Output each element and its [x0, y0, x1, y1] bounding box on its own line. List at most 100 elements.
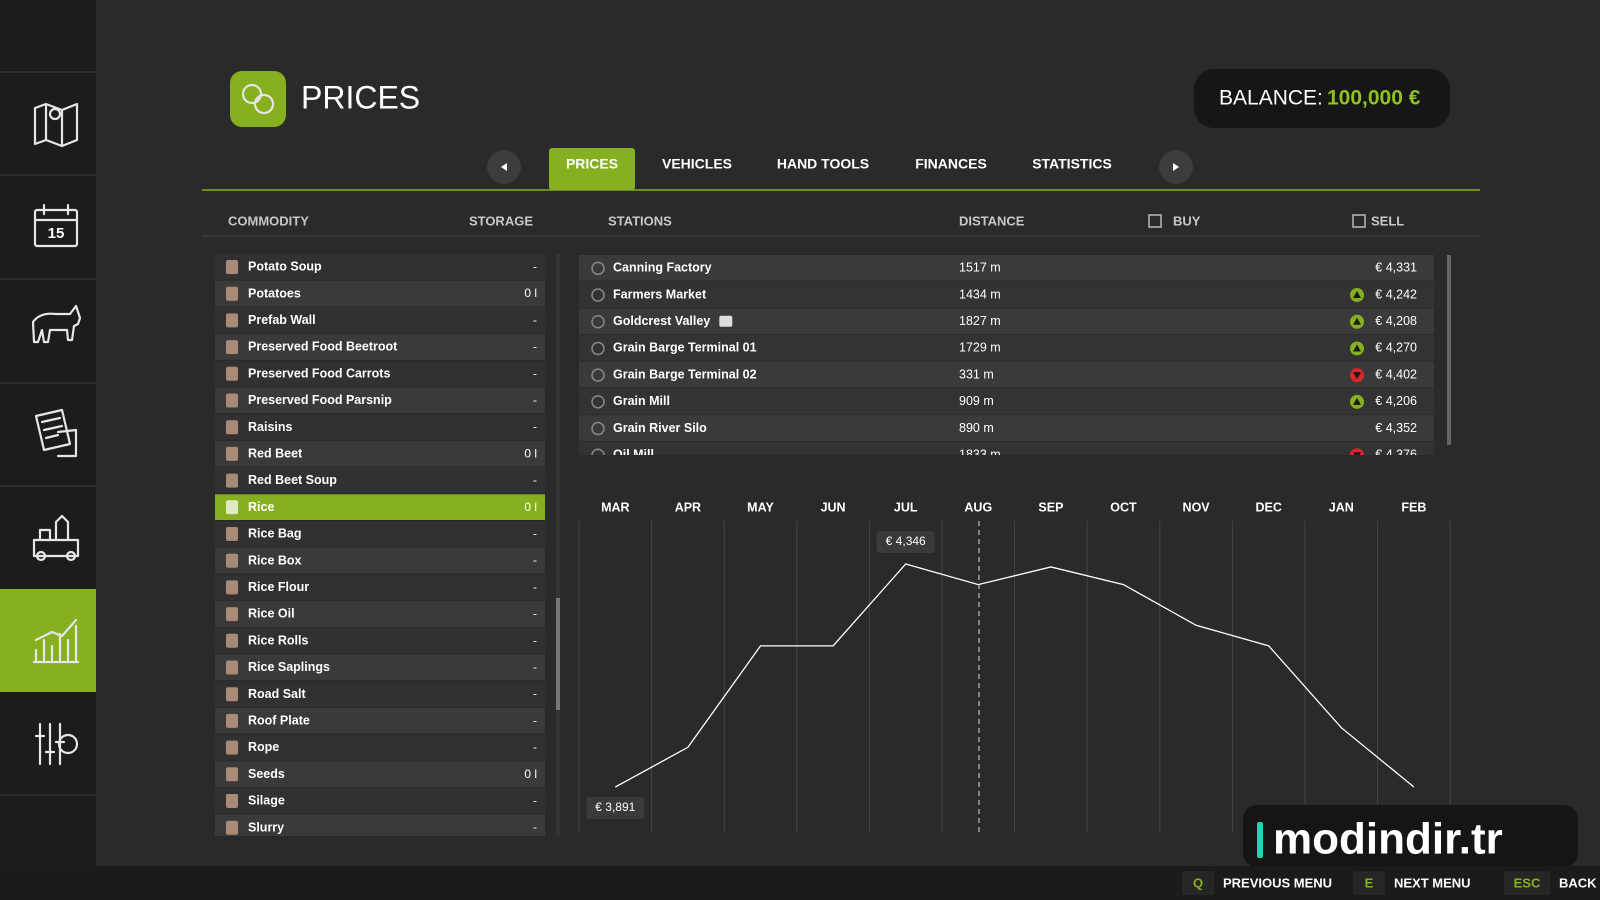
- scrollbar-thumb[interactable]: [556, 598, 560, 710]
- commodity-storage: -: [533, 660, 537, 674]
- commodity-icon: [226, 687, 238, 702]
- key: ESC: [1514, 875, 1541, 890]
- station-icon: [591, 395, 605, 409]
- commodity-storage: 0 l: [524, 500, 537, 514]
- commodity-storage: -: [533, 260, 537, 274]
- commodity-name: Prefab Wall: [248, 313, 316, 327]
- tab[interactable]: VEHICLES: [662, 156, 732, 172]
- commodity-icon: [226, 767, 238, 782]
- station-row[interactable]: [579, 281, 1434, 308]
- scrollbar: [556, 254, 560, 836]
- commodity-name: Rice Bag: [248, 527, 302, 541]
- commodity-row[interactable]: [215, 360, 545, 387]
- station-row[interactable]: [579, 388, 1434, 415]
- month-label: SEP: [1038, 500, 1063, 514]
- commodity-storage: 0 l: [524, 286, 537, 300]
- sidebar-active: [0, 589, 96, 692]
- key-box[interactable]: [1353, 871, 1385, 895]
- commodity-row[interactable]: [215, 654, 545, 681]
- commodity-storage: -: [533, 820, 537, 834]
- key-box[interactable]: [1182, 871, 1214, 895]
- month-label: JUN: [821, 500, 846, 514]
- calendar-icon[interactable]: [33, 203, 79, 248]
- key-action[interactable]: BACK: [1559, 875, 1597, 890]
- sidebar-separators: [0, 71, 96, 796]
- commodity-list: Potato Soup - Potatoes 0 l Prefab Wall - Prese…: [215, 254, 545, 841]
- commodity-storage: -: [533, 607, 537, 621]
- commodity-row[interactable]: [215, 707, 545, 734]
- map-icon[interactable]: [33, 102, 79, 148]
- column-header: STATIONS: [608, 213, 672, 228]
- commodity-row[interactable]: [215, 521, 545, 547]
- balance-value: 100,000 €: [1327, 87, 1421, 110]
- station-icon: [591, 288, 605, 302]
- station-price: € 4,376: [1375, 448, 1417, 462]
- commodity-row[interactable]: [215, 494, 545, 520]
- station-row[interactable]: [579, 361, 1434, 388]
- commodity-row[interactable]: [215, 681, 545, 707]
- month-label: MAY: [747, 500, 774, 514]
- trend-arrow: [1353, 291, 1361, 299]
- active-tab: [549, 148, 635, 190]
- column-header: SELL: [1371, 213, 1404, 228]
- commodity-row[interactable]: [215, 601, 545, 627]
- commodity-row[interactable]: [215, 280, 545, 307]
- key: E: [1365, 875, 1374, 890]
- commodity-name: Preserved Food Parsnip: [248, 393, 392, 407]
- commodity-name: Rice Saplings: [248, 660, 330, 674]
- value-label-bg: [876, 531, 935, 553]
- station-price: € 4,206: [1375, 394, 1417, 408]
- balance-box: [1194, 69, 1450, 128]
- station-distance: 1729 m: [959, 341, 1001, 355]
- commodity-storage: 0 l: [524, 767, 537, 781]
- key-action[interactable]: NEXT MENU: [1394, 875, 1471, 890]
- commodity-row[interactable]: [215, 254, 545, 280]
- station-row[interactable]: [579, 335, 1434, 361]
- station-distance: 890 m: [959, 421, 994, 435]
- commodity-row[interactable]: [215, 334, 545, 360]
- commodity-row[interactable]: [215, 788, 545, 814]
- commodity-storage: -: [533, 580, 537, 594]
- key: Q: [1193, 875, 1203, 890]
- station-row[interactable]: [579, 255, 1434, 281]
- sell-icon: [1352, 214, 1366, 228]
- commodity-row[interactable]: [215, 440, 545, 467]
- commodity-storage: -: [533, 313, 537, 327]
- tab[interactable]: HAND TOOLS: [777, 156, 869, 172]
- commodity-icon: [226, 527, 238, 541]
- tab[interactable]: PRICES: [566, 156, 618, 172]
- commodity-icon: [226, 446, 238, 461]
- key-action[interactable]: PREVIOUS MENU: [1223, 875, 1332, 890]
- production-icon[interactable]: [32, 514, 80, 562]
- station-name: Grain River Silo: [613, 421, 707, 435]
- commodity-storage: -: [533, 633, 537, 647]
- commodity-storage: -: [533, 393, 537, 407]
- commodity-row[interactable]: [215, 814, 545, 841]
- station-distance: 909 m: [959, 394, 994, 408]
- tab[interactable]: STATISTICS: [1032, 156, 1112, 172]
- commodity-row[interactable]: [215, 627, 545, 654]
- station-row[interactable]: [579, 415, 1434, 441]
- commodity-row[interactable]: [215, 761, 545, 787]
- scrollbar-thumb[interactable]: [1447, 255, 1451, 445]
- commodity-row[interactable]: [215, 307, 545, 334]
- station-row[interactable]: [579, 441, 1434, 468]
- contracts-icon[interactable]: [34, 408, 78, 458]
- commodity-row[interactable]: [215, 467, 545, 494]
- commodity-row[interactable]: [215, 574, 545, 601]
- animals-icon[interactable]: [31, 304, 82, 344]
- commodity-row[interactable]: [215, 547, 545, 574]
- settings-icon[interactable]: [34, 722, 79, 766]
- tab[interactable]: FINANCES: [915, 156, 987, 172]
- commodity-row[interactable]: [215, 734, 545, 761]
- watermark-box: [1243, 805, 1578, 867]
- station-distance: 1827 m: [959, 314, 1001, 328]
- station-price: € 4,270: [1375, 341, 1417, 355]
- station-name: Grain Mill: [613, 394, 670, 408]
- commodity-row[interactable]: [215, 387, 545, 414]
- commodity-row[interactable]: [215, 414, 545, 440]
- balance-label: BALANCE:: [1219, 87, 1323, 110]
- key-box[interactable]: [1504, 871, 1550, 895]
